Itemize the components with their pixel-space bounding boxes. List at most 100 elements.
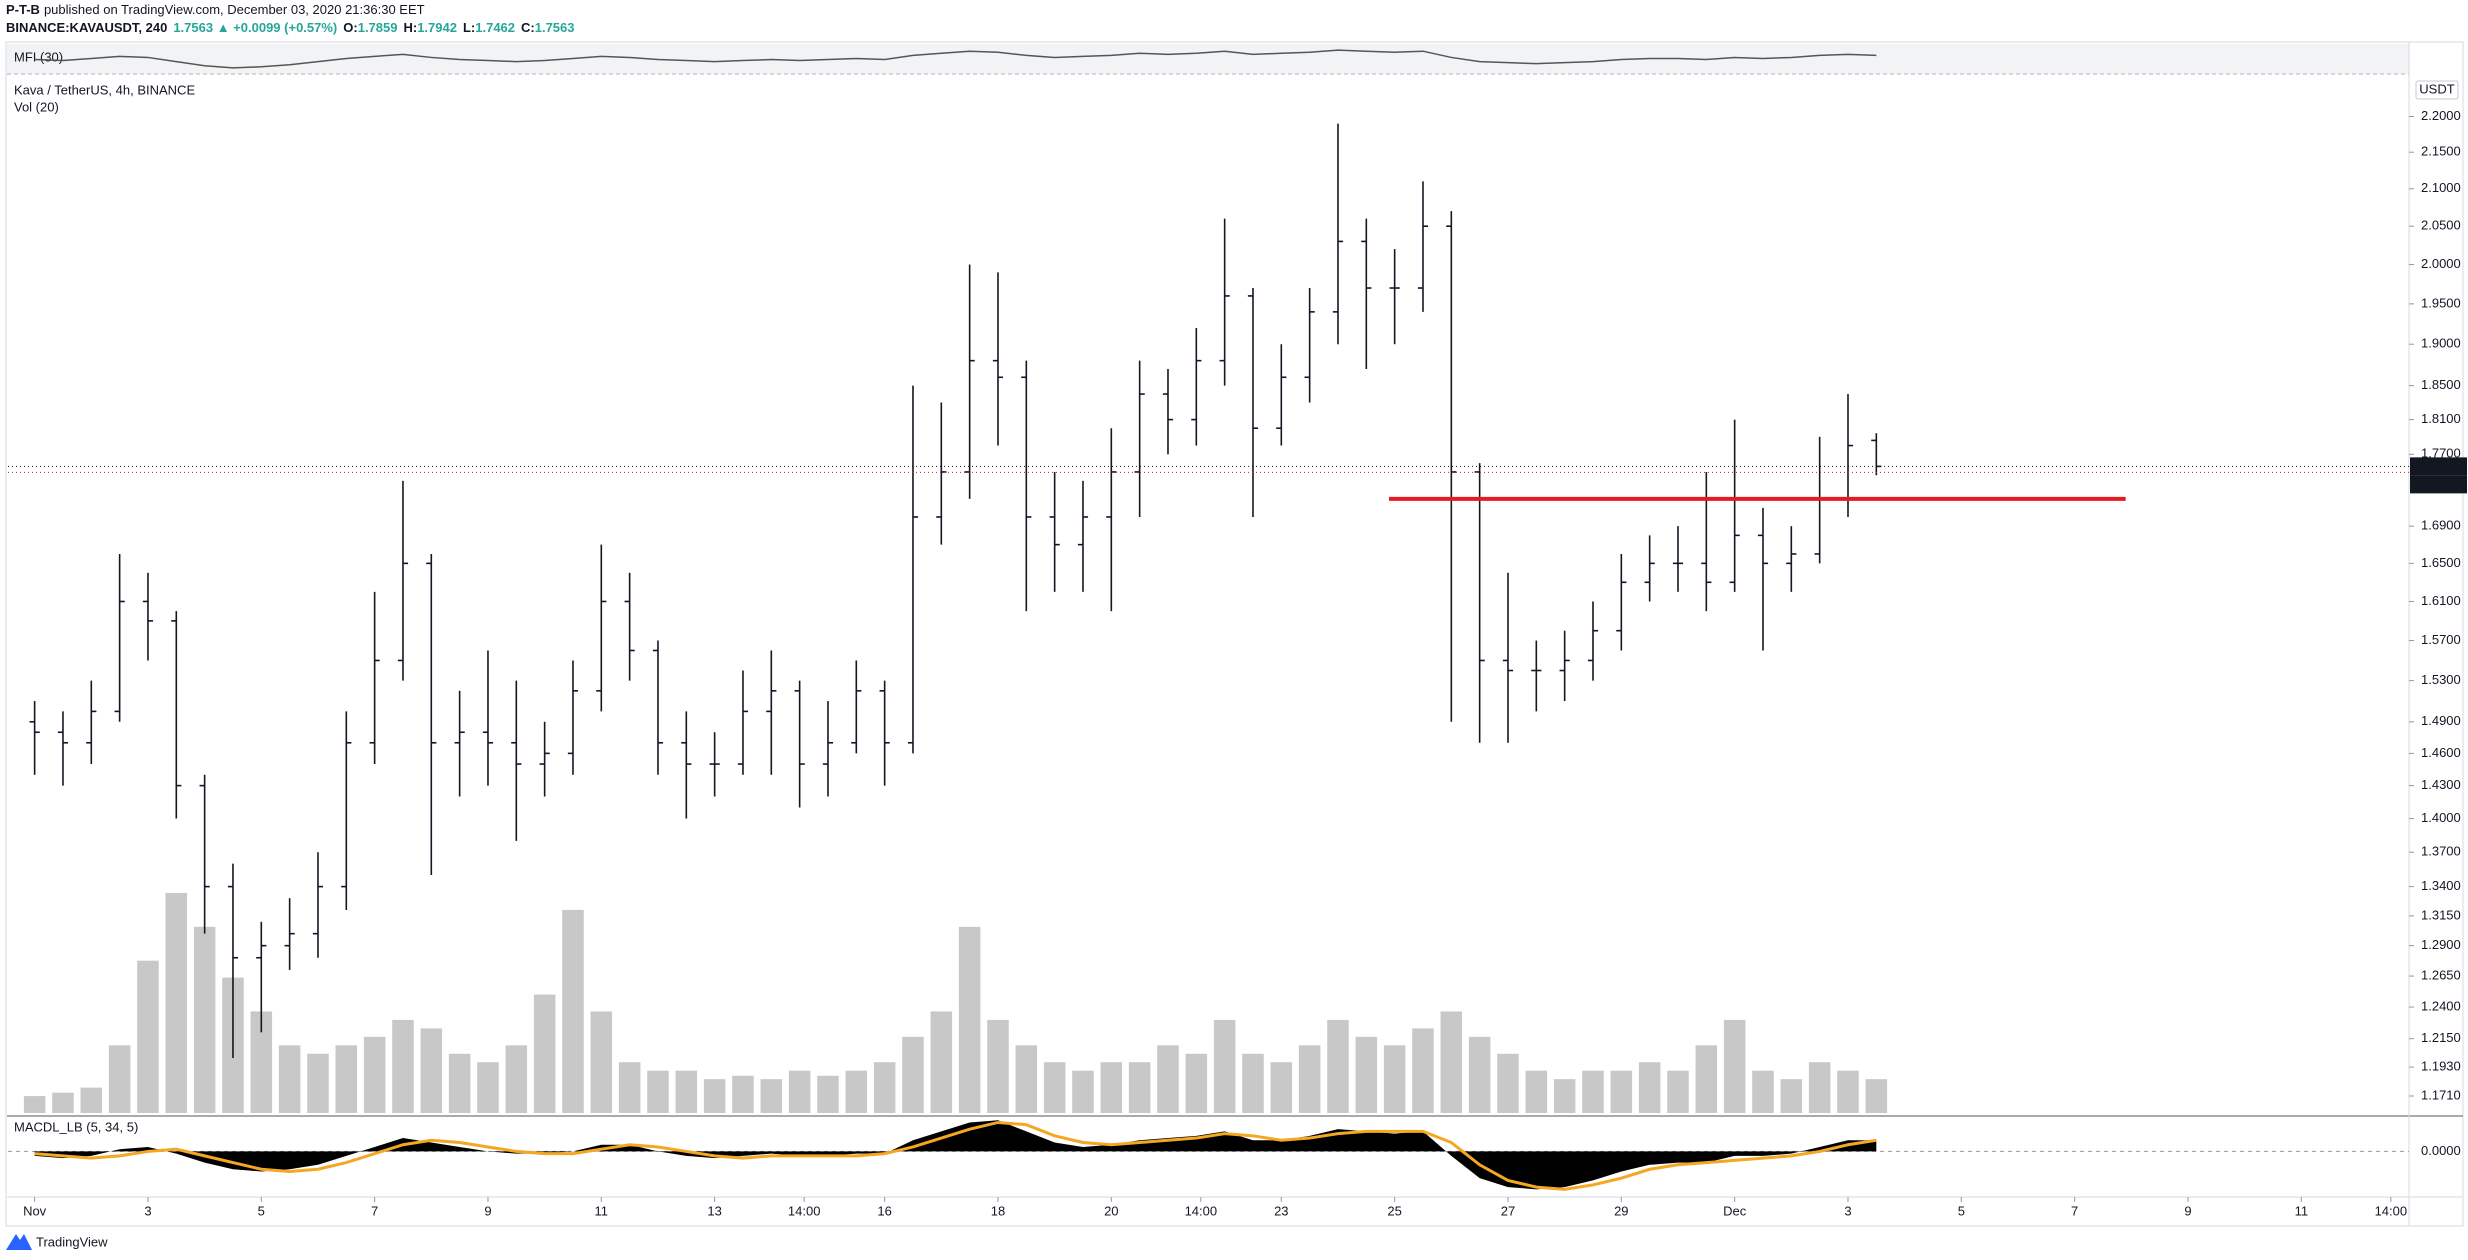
volume-bar [618,1062,641,1113]
x-tick-label: 11 [2295,1203,2309,1218]
y-tick-label: 1.6100 [2421,593,2461,608]
y-tick-label: 2.1000 [2421,180,2461,195]
volume-bar [1752,1070,1774,1113]
volume-bar [1667,1070,1689,1113]
y-tick-label: 1.2900 [2421,937,2461,952]
x-tick-label: 9 [484,1203,491,1218]
quote-value: 1.7563 [535,20,575,35]
volume-bar [420,1028,443,1113]
volume-bar [817,1075,839,1113]
x-tick-label: 5 [258,1203,265,1218]
last-price-label: 1.7563 [2418,458,2458,473]
volume-bar [647,1070,669,1113]
volume-bar [1638,1062,1661,1113]
volume-bar [1327,1019,1349,1113]
footer: TradingView [36,1234,108,1249]
volume-bar [1553,1079,1576,1113]
change: 1.7563 ▲ +0.0099 (+0.57%) [173,20,337,35]
volume-bar [1043,1062,1066,1113]
signal-line [34,1120,1877,1191]
volume-bar [1242,1053,1264,1113]
y-tick-label: 1.3700 [2421,844,2461,859]
header-line: P-T-B published on TradingView.com, Decem… [6,2,425,17]
volume-bar [1468,1036,1491,1113]
x-tick-label: 11 [595,1203,609,1218]
volume-bar [675,1070,698,1113]
volume-bar [930,1011,953,1113]
symbol: BINANCE:KAVAUSDT, 240 [6,20,167,35]
volume-bar [1808,1062,1831,1113]
x-tick-label: Dec [1723,1203,1747,1218]
volume-bar [1723,1019,1746,1113]
volume-bar [1497,1053,1519,1113]
volume-bar [1015,1045,1038,1113]
x-tick-label: 20 [1104,1203,1118,1218]
volume-bar [1185,1053,1208,1113]
unit-box [2415,80,2459,100]
volume-bar [1157,1045,1179,1113]
x-tick-label: 3 [1844,1203,1851,1218]
volume-bar [392,1019,414,1113]
y-tick-label: 1.3150 [2421,907,2461,922]
volume-bar [250,1011,273,1113]
volume-bar [788,1070,811,1113]
volume-bar [1383,1045,1406,1113]
volume-bar [193,926,216,1113]
mfi-line [34,49,1877,69]
y-tick-label: 0.0000 [2421,1143,2461,1158]
last-price-box [2410,457,2467,476]
y-tick-label: 1.4600 [2421,745,2461,760]
volume-bar [760,1079,783,1113]
indicator-title: MFI (30) [14,49,63,64]
volume-bar [1412,1028,1434,1113]
quote-line: BINANCE:KAVAUSDT, 240 1.7563 ▲ +0.0099 (+… [6,20,575,35]
y-tick-label: 1.6900 [2421,518,2461,533]
y-tick-label: 1.8500 [2421,377,2461,392]
x-tick-label: 27 [1501,1203,1515,1218]
volume-bar [448,1053,471,1113]
x-tick-label: 25 [1387,1203,1401,1218]
x-tick-label: 7 [371,1203,378,1218]
x-tick-label: 9 [2184,1203,2191,1218]
volume-bar [1270,1062,1293,1113]
volume-bar [1100,1062,1123,1113]
volume-bar [590,1011,613,1113]
volume-bar [1525,1070,1548,1113]
volume-bar [1128,1062,1151,1113]
volume-bar [505,1045,528,1113]
volume-bar [1837,1070,1859,1113]
y-tick-label: 1.1930 [2421,1059,2461,1074]
x-tick-label: 14:00 [788,1203,821,1218]
x-tick-label: 3 [144,1203,151,1218]
x-tick-label: 14:00 [2375,1203,2408,1218]
volume-bar [987,1019,1009,1113]
volume-bar [363,1036,386,1113]
x-tick-label: 14:00 [1185,1203,1218,1218]
quote-value: 1.7942 [417,20,457,35]
volume-bar [1610,1070,1633,1113]
indicator-title: MACDL_LB (5, 34, 5) [14,1119,138,1134]
quote-value: 1.7859 [358,20,398,35]
y-tick-label: 1.4000 [2421,810,2461,825]
volume-bar [80,1087,103,1113]
y-tick-label: 2.1500 [2421,144,2461,159]
quote-label: O: [343,20,357,35]
y-tick-label: 1.6500 [2421,555,2461,570]
y-tick-label: 2.0500 [2421,218,2461,233]
volume-bar [1582,1070,1604,1113]
x-tick-label: 7 [2071,1203,2078,1218]
y-tick-label: 1.5300 [2421,672,2461,687]
y-unit: USDT [2419,81,2454,96]
macd-area [34,1120,1877,1190]
volume-bar [335,1045,358,1113]
mfi-panel [7,44,2409,74]
volume-bar [307,1053,329,1113]
volume-bar [1865,1079,1888,1113]
y-tick-label: 1.4300 [2421,777,2461,792]
y-tick-label: 1.2400 [2421,999,2461,1014]
volume-bar [1298,1045,1321,1113]
volume-bar [1072,1070,1094,1113]
y-tick-label: 1.9000 [2421,336,2461,351]
volume-bar [1780,1079,1803,1113]
x-tick-label: 23 [1274,1203,1288,1218]
